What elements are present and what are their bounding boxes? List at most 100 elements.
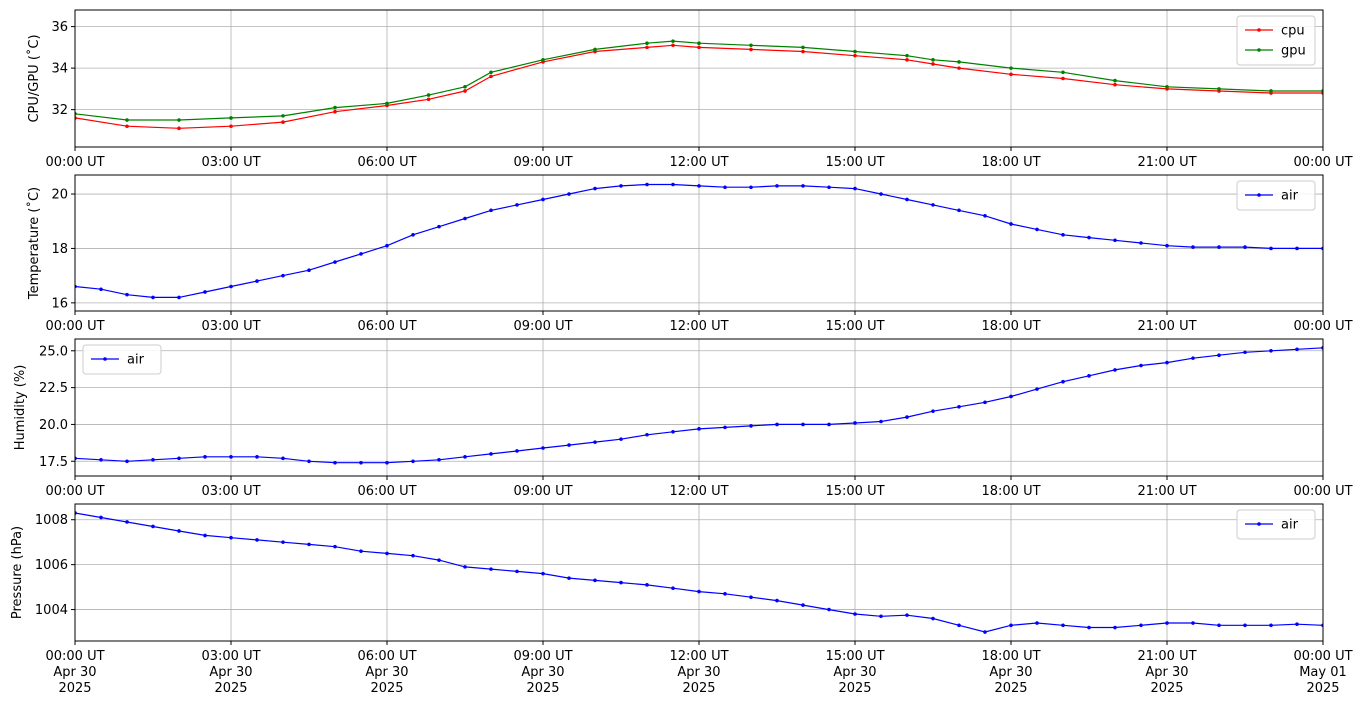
- data-point-air: [905, 415, 909, 419]
- data-point-cpu: [853, 53, 857, 58]
- data-point-gpu: [541, 58, 545, 62]
- data-point-air: [333, 260, 337, 264]
- data-point-air: [1295, 347, 1299, 352]
- x-date-label: Apr 30: [677, 665, 720, 680]
- data-point-gpu: [281, 114, 285, 118]
- data-point-air: [515, 203, 519, 207]
- data-point-gpu: [801, 45, 805, 50]
- x-tick-label: 21:00 UT: [1137, 319, 1196, 334]
- data-point-air: [1139, 363, 1143, 368]
- x-year-label: 2025: [214, 681, 247, 696]
- data-point-air: [723, 425, 727, 430]
- legend-label-air: air: [127, 353, 145, 368]
- data-point-air: [1165, 360, 1169, 365]
- x-tick-label: 06:00 UT: [357, 649, 416, 664]
- data-point-air: [905, 197, 909, 202]
- data-point-air: [99, 515, 103, 520]
- data-point-air: [1191, 245, 1195, 249]
- data-point-air: [1061, 379, 1065, 384]
- data-point-air: [801, 184, 805, 188]
- data-point-cpu: [1113, 82, 1117, 87]
- data-point-cpu: [957, 66, 961, 70]
- data-point-air: [99, 287, 103, 292]
- data-point-air: [567, 576, 571, 580]
- data-point-air: [359, 252, 363, 256]
- data-point-air: [749, 185, 753, 190]
- data-point-air: [1243, 350, 1247, 355]
- data-point-air: [983, 630, 987, 634]
- data-point-air: [593, 186, 597, 191]
- data-point-gpu: [671, 39, 675, 43]
- data-point-air: [203, 455, 207, 459]
- data-point-gpu: [957, 60, 961, 64]
- data-point-air: [463, 565, 467, 569]
- y-tick-label: 1004: [35, 603, 68, 618]
- x-year-label: 2025: [838, 681, 871, 696]
- panel-1: 00:00 UT 03:00 UT 06:00 UT 09:00 UT 12:00 UT…: [26, 9, 1353, 170]
- y-tick-label: 20.0: [39, 418, 68, 433]
- x-year-label: 2025: [682, 681, 715, 696]
- data-point-air: [983, 400, 987, 405]
- data-point-air: [1139, 623, 1143, 628]
- data-point-cpu: [1009, 72, 1013, 77]
- data-point-air: [931, 616, 935, 621]
- data-point-air: [853, 612, 857, 616]
- data-point-gpu: [1009, 66, 1013, 70]
- data-point-gpu: [463, 85, 467, 89]
- data-point-air: [489, 452, 493, 456]
- legend-marker-gpu: [1257, 48, 1261, 52]
- x-year-label: 2025: [994, 681, 1027, 696]
- data-point-air: [983, 214, 987, 218]
- data-point-cpu: [931, 62, 935, 66]
- data-point-gpu: [1061, 70, 1065, 75]
- data-point-air: [1087, 374, 1091, 378]
- data-point-air: [1113, 368, 1117, 372]
- axes-frame: [74, 503, 1324, 642]
- data-point-cpu: [229, 124, 233, 129]
- data-point-air: [1087, 625, 1091, 630]
- series-line-cpu: [75, 44, 1323, 129]
- data-point-air: [593, 578, 597, 583]
- data-point-air: [775, 422, 779, 427]
- data-point-air: [151, 295, 155, 300]
- data-point-cpu: [177, 126, 181, 131]
- x-tick-label: 21:00 UT: [1137, 649, 1196, 664]
- data-point-gpu: [931, 58, 935, 62]
- data-point-air: [723, 592, 727, 596]
- x-date-label: Apr 30: [53, 665, 96, 680]
- y-tick-label: 16: [51, 296, 68, 311]
- data-point-air: [931, 203, 935, 207]
- data-point-gpu: [749, 43, 753, 48]
- data-point-gpu: [229, 116, 233, 120]
- data-point-air: [853, 421, 857, 425]
- data-point-cpu: [1061, 76, 1065, 81]
- data-point-air: [125, 459, 129, 464]
- legend-box: [1236, 180, 1316, 211]
- data-point-air: [151, 524, 155, 529]
- legend: air: [1236, 180, 1316, 211]
- data-point-gpu: [853, 49, 857, 54]
- data-point-air: [671, 430, 675, 434]
- data-point-air: [333, 460, 337, 465]
- x-tick-label: 03:00 UT: [201, 484, 260, 499]
- data-point-air: [1087, 235, 1091, 240]
- x-tick-label: 00:00 UT: [1293, 319, 1352, 334]
- data-point-air: [853, 186, 857, 191]
- legend-label-cpu: cpu: [1281, 24, 1305, 39]
- legend: cpu gpu: [1236, 15, 1316, 66]
- data-point-air: [775, 184, 779, 188]
- x-tick-label: 00:00 UT: [1293, 155, 1352, 170]
- data-point-air: [905, 613, 909, 617]
- data-point-air: [1035, 387, 1039, 391]
- data-point-air: [879, 614, 883, 619]
- data-point-air: [411, 459, 415, 464]
- data-point-air: [749, 424, 753, 428]
- x-date-label: Apr 30: [365, 665, 408, 680]
- data-point-cpu: [697, 45, 701, 50]
- data-point-gpu: [697, 41, 701, 46]
- data-point-air: [567, 443, 571, 447]
- series-line-gpu: [75, 40, 1323, 121]
- data-point-air: [671, 182, 675, 187]
- data-point-gpu: [489, 70, 493, 75]
